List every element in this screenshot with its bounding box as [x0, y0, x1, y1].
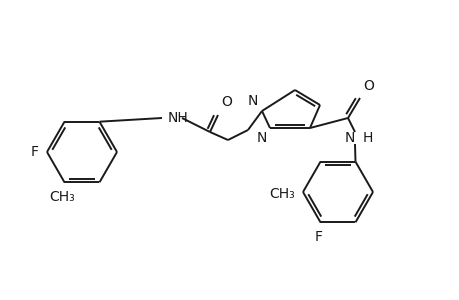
- Text: NH: NH: [168, 111, 188, 125]
- Text: CH₃: CH₃: [50, 190, 75, 204]
- Text: F: F: [31, 145, 39, 159]
- Text: F: F: [314, 230, 322, 244]
- Text: H: H: [362, 131, 373, 145]
- Text: N: N: [247, 94, 257, 108]
- Text: N: N: [344, 131, 354, 145]
- Text: O: O: [220, 95, 231, 109]
- Text: CH₃: CH₃: [269, 187, 294, 201]
- Text: O: O: [362, 79, 373, 93]
- Text: N: N: [256, 131, 266, 145]
